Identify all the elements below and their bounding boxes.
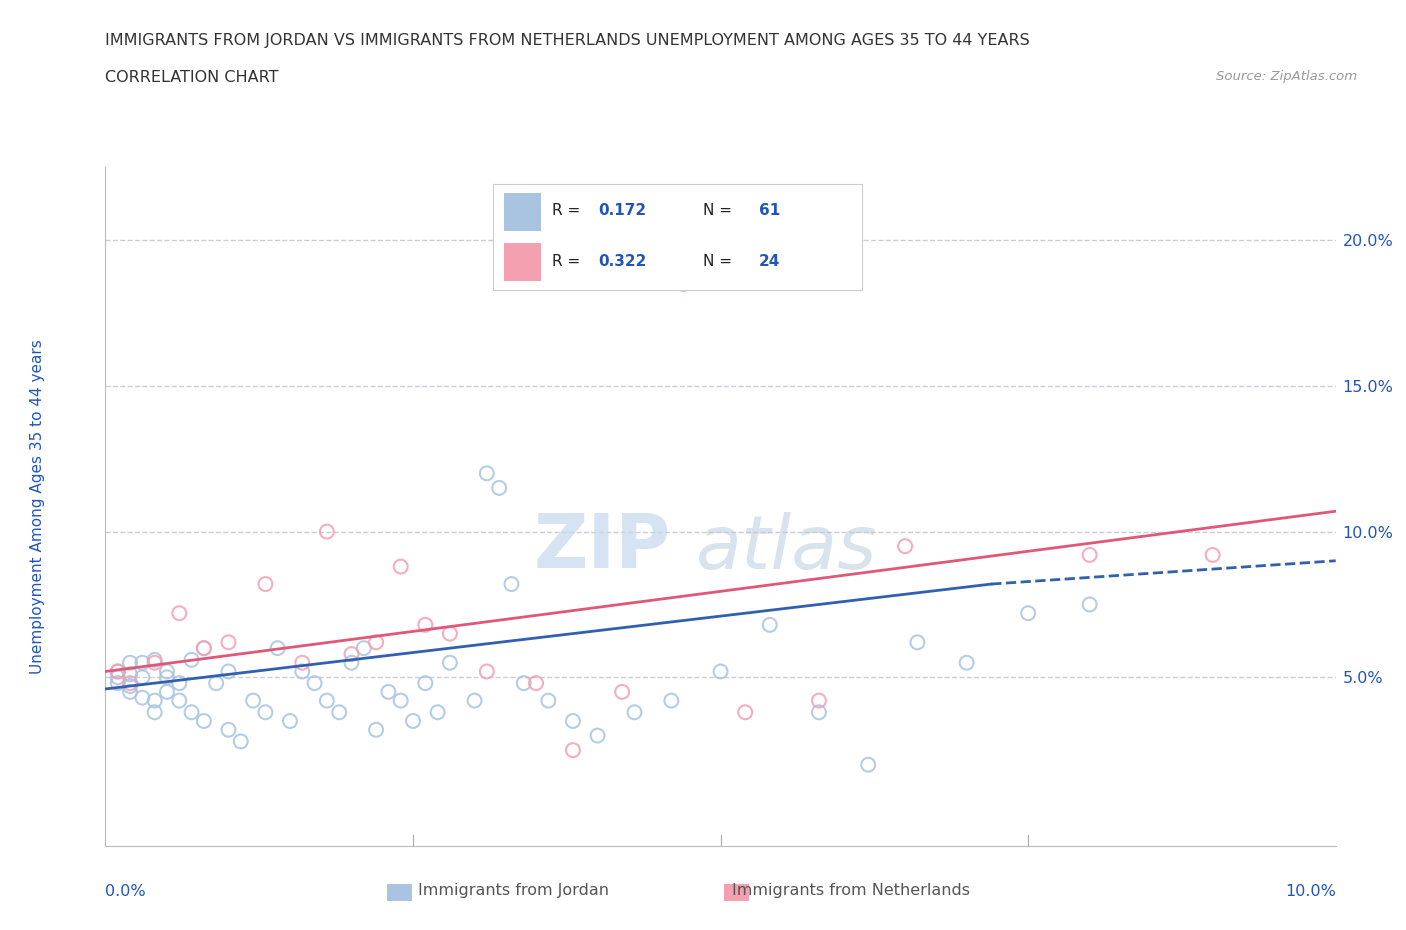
Point bbox=[143, 705, 166, 720]
Point bbox=[169, 693, 191, 708]
Point bbox=[377, 684, 399, 699]
Point bbox=[328, 705, 350, 720]
Point bbox=[340, 656, 363, 671]
Point bbox=[143, 693, 166, 708]
Point bbox=[623, 705, 645, 720]
Point bbox=[304, 676, 326, 691]
Point bbox=[107, 670, 129, 684]
Point bbox=[120, 667, 141, 682]
Text: Immigrants from Jordan: Immigrants from Jordan bbox=[418, 884, 609, 898]
Point bbox=[415, 676, 437, 691]
Point bbox=[464, 693, 486, 708]
Point bbox=[586, 728, 609, 743]
Point bbox=[513, 676, 536, 691]
Point bbox=[524, 676, 547, 691]
Point bbox=[180, 652, 202, 667]
Point bbox=[562, 713, 585, 728]
Point bbox=[340, 646, 363, 661]
Point bbox=[759, 618, 782, 632]
Point bbox=[710, 664, 733, 679]
Point bbox=[120, 684, 141, 699]
Point bbox=[267, 641, 290, 656]
Point bbox=[475, 466, 498, 481]
Point bbox=[242, 693, 264, 708]
Point bbox=[291, 656, 314, 671]
Text: CORRELATION CHART: CORRELATION CHART bbox=[105, 70, 278, 85]
Point bbox=[120, 676, 141, 691]
Text: atlas: atlas bbox=[696, 512, 877, 584]
Point bbox=[426, 705, 449, 720]
Point bbox=[254, 577, 277, 591]
Point bbox=[439, 626, 461, 641]
Point bbox=[120, 656, 141, 671]
Point bbox=[366, 635, 388, 650]
Text: Unemployment Among Ages 35 to 44 years: Unemployment Among Ages 35 to 44 years bbox=[31, 339, 45, 674]
Point bbox=[107, 676, 129, 691]
Point bbox=[278, 713, 301, 728]
Point bbox=[169, 605, 191, 620]
Point bbox=[169, 676, 191, 691]
Point bbox=[439, 656, 461, 671]
Point bbox=[1078, 548, 1101, 563]
Point bbox=[1201, 548, 1223, 563]
Text: Immigrants from Netherlands: Immigrants from Netherlands bbox=[731, 884, 970, 898]
Point bbox=[107, 664, 129, 679]
Point bbox=[193, 713, 215, 728]
Text: IMMIGRANTS FROM JORDAN VS IMMIGRANTS FROM NETHERLANDS UNEMPLOYMENT AMONG AGES 35: IMMIGRANTS FROM JORDAN VS IMMIGRANTS FRO… bbox=[105, 33, 1031, 47]
Point bbox=[661, 693, 683, 708]
Point bbox=[475, 664, 498, 679]
Point bbox=[537, 693, 560, 708]
Text: ZIP: ZIP bbox=[534, 512, 672, 584]
Point bbox=[1017, 605, 1039, 620]
Point bbox=[501, 577, 523, 591]
Point bbox=[156, 664, 179, 679]
Point bbox=[315, 525, 337, 539]
Point bbox=[143, 652, 166, 667]
Point bbox=[315, 693, 337, 708]
Point bbox=[143, 656, 166, 671]
Point bbox=[193, 641, 215, 656]
Point bbox=[291, 664, 314, 679]
Point bbox=[180, 705, 202, 720]
Point bbox=[131, 690, 153, 705]
Point bbox=[612, 684, 634, 699]
Point bbox=[218, 723, 240, 737]
Point bbox=[415, 618, 437, 632]
Text: 0.0%: 0.0% bbox=[105, 884, 146, 899]
Point bbox=[120, 679, 141, 694]
Point bbox=[205, 676, 228, 691]
Point bbox=[218, 635, 240, 650]
Point bbox=[353, 641, 375, 656]
Point bbox=[229, 734, 252, 749]
Point bbox=[402, 713, 425, 728]
Point bbox=[894, 538, 917, 553]
Point bbox=[156, 670, 179, 684]
Point bbox=[907, 635, 929, 650]
Point bbox=[156, 684, 179, 699]
Point bbox=[808, 693, 831, 708]
Point bbox=[488, 481, 510, 496]
Point bbox=[389, 559, 412, 574]
Text: 10.0%: 10.0% bbox=[1285, 884, 1336, 899]
Point bbox=[389, 693, 412, 708]
Point bbox=[808, 705, 831, 720]
Point bbox=[107, 664, 129, 679]
Point bbox=[562, 743, 585, 758]
Point bbox=[1078, 597, 1101, 612]
Point bbox=[366, 723, 388, 737]
Point bbox=[131, 670, 153, 684]
Point bbox=[956, 656, 979, 671]
Point bbox=[858, 757, 880, 772]
Point bbox=[672, 276, 695, 291]
Point bbox=[734, 705, 756, 720]
Point bbox=[254, 705, 277, 720]
Point bbox=[218, 664, 240, 679]
Text: Source: ZipAtlas.com: Source: ZipAtlas.com bbox=[1216, 70, 1357, 83]
Point bbox=[131, 656, 153, 671]
Point bbox=[193, 641, 215, 656]
